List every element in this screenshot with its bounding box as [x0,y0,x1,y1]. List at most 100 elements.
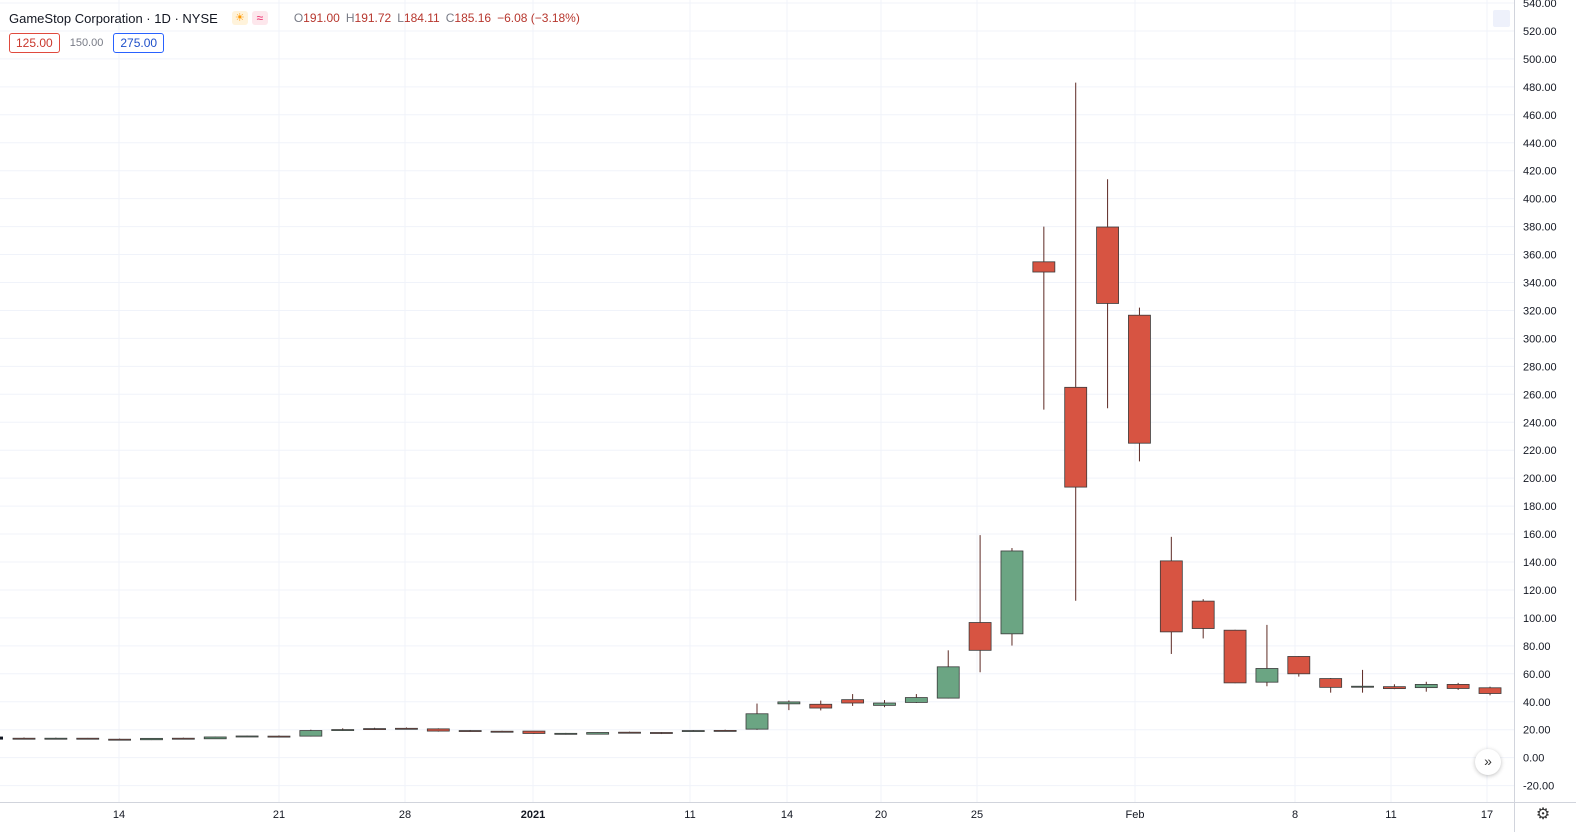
close-label: C [445,11,455,25]
y-tick-label: 380.00 [1523,222,1557,234]
y-tick-label: 40.00 [1523,697,1551,709]
chart-header: GameStop Corporation · 1D · NYSE ☀ ≈ O19… [9,9,580,27]
x-tick-label: 17 [1481,809,1493,821]
candle-body [1000,550,1024,635]
y-tick-label: 20.00 [1523,725,1551,737]
candle-body [203,736,227,740]
candle-body [76,737,100,740]
open-value: 191.00 [303,11,340,25]
candle-body [363,728,386,730]
price-tag-low[interactable]: 125.00 [9,33,60,53]
candle-body [522,730,546,734]
candle-body [713,729,737,732]
y-tick-label: 480.00 [1523,82,1557,94]
y-tick-label: 360.00 [1523,250,1557,262]
y-tick-label: 440.00 [1523,138,1557,150]
y-tick-label: 460.00 [1523,110,1557,122]
candle-body [1223,629,1247,684]
y-tick-label: 400.00 [1523,194,1557,206]
y-tick-label: 0.00 [1523,753,1544,765]
candle-body [1414,684,1438,689]
y-tick-label: 60.00 [1523,669,1551,681]
y-tick-label: 260.00 [1523,389,1557,401]
axis-corner-box [1493,10,1510,27]
low-label: L [397,11,404,25]
x-tick-label: Feb [1126,809,1145,821]
candle-body [171,737,195,740]
candle-body [44,737,68,740]
candle-body [426,728,450,732]
x-tick-label: 14 [781,809,793,821]
sun-icon[interactable]: ☀ [231,11,248,25]
candle-body [267,735,291,738]
candle-body [458,730,482,732]
y-tick-label: 540.00 [1523,0,1557,10]
candle-body [1255,668,1279,683]
y-tick-label: 220.00 [1523,445,1557,457]
candle-body [681,730,705,732]
high-label: H [345,11,355,25]
candle-body [140,737,163,741]
gear-icon[interactable]: ⚙ [1535,806,1551,823]
x-tick-label: 11 [1385,809,1396,821]
x-tick-label: 11 [684,809,695,821]
candle-body [1351,685,1374,688]
candle-body [395,727,418,730]
x-tick-label: 28 [399,809,411,821]
candle-body [1191,600,1215,629]
y-tick-label: 200.00 [1523,473,1557,485]
candle-body [809,703,833,709]
candle-body [1096,226,1119,304]
candle-body [331,729,355,731]
y-tick-label: 280.00 [1523,361,1557,373]
y-tick-label: 240.00 [1523,417,1557,429]
candle-body [1446,684,1470,689]
y-tick-label: 420.00 [1523,166,1557,178]
change-value: −6.08 (−3.18%) [497,11,580,25]
y-tick-label: 180.00 [1523,501,1557,513]
candle-body [1064,386,1088,488]
x-tick-label: 8 [1292,809,1298,821]
symbol-title[interactable]: GameStop Corporation · 1D · NYSE [9,10,218,26]
y-tick-label: 320.00 [1523,305,1557,317]
chevron-double-right-icon[interactable]: » [1475,749,1501,775]
high-value: 191.72 [354,11,392,25]
candle-body [936,666,960,699]
candle-body [554,732,578,735]
price-marker [0,736,3,740]
candle-body [1287,656,1311,675]
candle-body [1319,678,1343,688]
candle-body [490,730,514,733]
candle-body [841,699,865,704]
candle-body [745,713,769,730]
x-tick-label: 2021 [521,809,545,821]
y-tick-label: 140.00 [1523,557,1557,569]
candle-body [586,732,610,735]
y-tick-label: 300.00 [1523,333,1557,345]
candle-body [968,622,992,651]
y-tick-label: 80.00 [1523,641,1551,653]
candle-body [873,702,896,706]
y-tick-label: -20.00 [1523,781,1554,793]
x-tick-label: 20 [875,809,887,821]
y-tick-label: 120.00 [1523,585,1557,597]
candle-body [1128,314,1151,444]
candle-body [777,701,801,705]
price-tag-mid: 150.00 [69,37,104,49]
x-tick-label: 25 [971,809,983,821]
price-tag-high[interactable]: 275.00 [113,33,165,53]
wave-icon[interactable]: ≈ [251,11,268,25]
candle-body [108,738,132,741]
candle-body [650,732,673,734]
y-tick-label: 520.00 [1523,26,1557,38]
candle-body [1383,686,1406,690]
candle-body [299,730,323,737]
y-tick-label: 100.00 [1523,613,1557,625]
candle-body [618,731,641,734]
candle-body [12,737,36,740]
x-tick-label: 14 [113,809,125,821]
candle-body [1478,687,1502,694]
candle-body [235,735,259,738]
y-tick-label: 160.00 [1523,529,1557,541]
